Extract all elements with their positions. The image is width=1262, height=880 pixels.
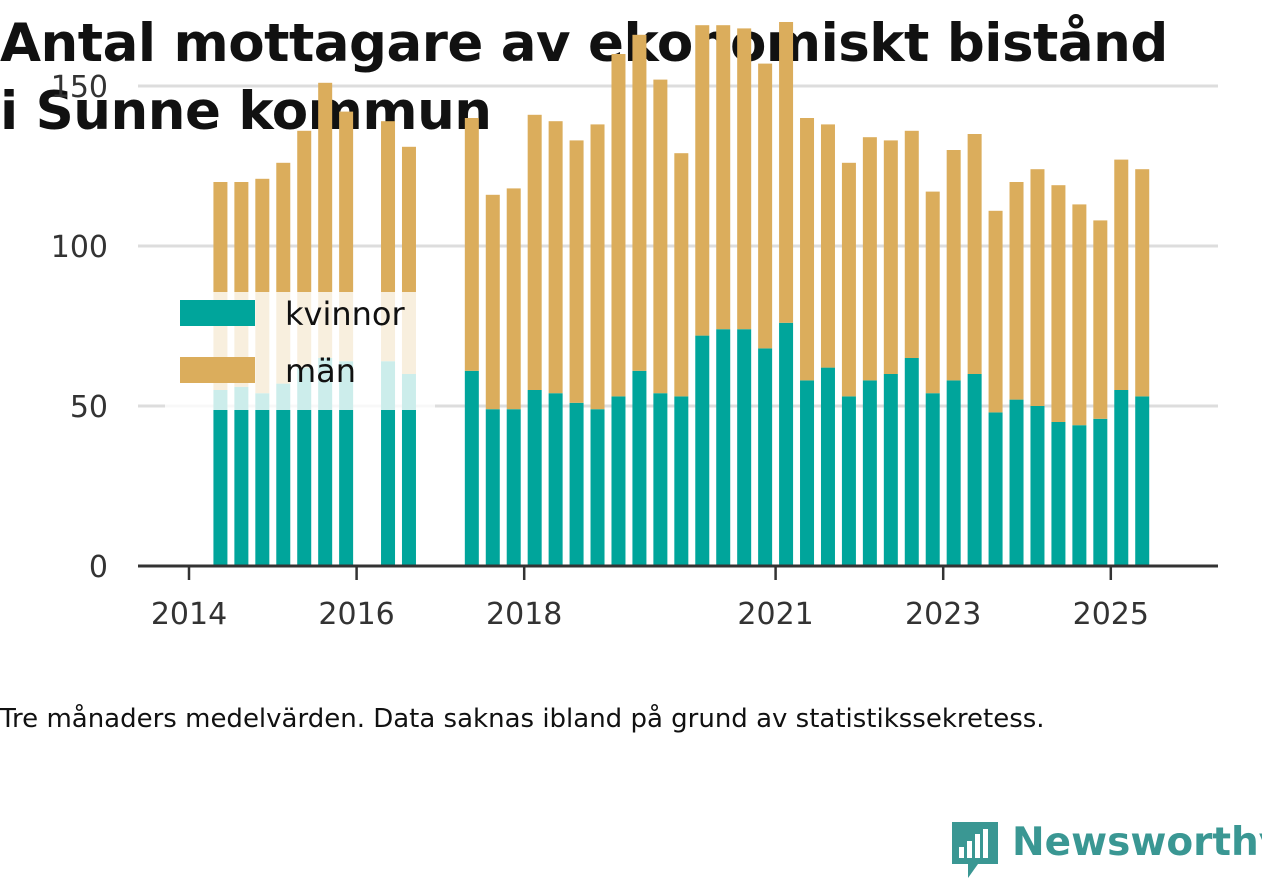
bar-man (527, 114, 542, 391)
bar-man (485, 194, 500, 410)
bar-man (1072, 204, 1087, 426)
bar-kvinnor (276, 383, 291, 566)
bar-kvinnor (401, 374, 416, 566)
bar-kvinnor (883, 374, 898, 566)
bar-man (1009, 182, 1024, 400)
bar-man (779, 22, 794, 323)
bar-kvinnor (779, 322, 794, 566)
bar-kvinnor (946, 380, 961, 566)
bar-kvinnor (1093, 418, 1108, 566)
bar-kvinnor (569, 402, 584, 566)
bar-kvinnor (820, 367, 835, 566)
bar-kvinnor (988, 412, 1003, 566)
bar-kvinnor (527, 390, 542, 566)
chart-title-line-1: Antal mottagare av ekonomiskt bistånd (0, 13, 1168, 74)
bar-kvinnor (967, 374, 982, 566)
axes: 0 50 100 150 2014 2016 2018 2021 2023 2025 (51, 70, 1218, 632)
stacked-bar-chart: kvinnor män 0 50 100 150 2014 2016 2018 2021 2023… (51, 22, 1218, 632)
bar-man (695, 25, 710, 336)
bar-man (946, 150, 961, 381)
y-tick-label: 150 (51, 70, 108, 105)
bar-man (820, 124, 835, 368)
bar-kvinnor (925, 393, 940, 566)
bar-man (318, 82, 333, 359)
bar-man (841, 162, 856, 397)
x-tick-label: 2023 (905, 597, 981, 632)
x-tick-label: 2014 (151, 597, 227, 632)
bar-kvinnor (548, 393, 563, 566)
bar-man (925, 191, 940, 394)
bar-kvinnor (632, 370, 647, 566)
x-tick-label: 2025 (1073, 597, 1149, 632)
bar-man (1093, 220, 1108, 419)
bar-kvinnor (1030, 406, 1045, 566)
bar-kvinnor (234, 386, 249, 566)
bar-kvinnor (800, 380, 815, 566)
bar-kvinnor (485, 409, 500, 566)
x-tick-label: 2021 (737, 597, 813, 632)
chart-title: Antal mottagare av ekonomiskt bistånd i … (0, 10, 1262, 146)
bar-kvinnor (1009, 399, 1024, 566)
bar-kvinnor (653, 393, 668, 566)
bar-kvinnor (1072, 425, 1087, 566)
newsworthy-logo[interactable]: Newsworthy (950, 820, 1262, 880)
brand-name: Newsworthy (1012, 820, 1262, 865)
bar-kvinnor (213, 390, 228, 566)
bar-man (1030, 169, 1045, 406)
chart-title-line-2: i Sunne kommun (0, 81, 492, 142)
y-tick-label: 0 (89, 550, 108, 585)
bar-kvinnor (297, 367, 312, 566)
bar-kvinnor (841, 396, 856, 566)
bar-kvinnor (1114, 390, 1129, 566)
bar-man (1135, 169, 1150, 397)
bar-man (674, 153, 689, 397)
bar-man (611, 54, 626, 397)
bar-kvinnor (862, 380, 877, 566)
bar-man (506, 188, 521, 410)
bar-kvinnor (716, 329, 731, 566)
bar-man (758, 63, 773, 349)
x-tick-label: 2018 (486, 597, 562, 632)
bar-man (988, 210, 1003, 413)
bar-man (737, 28, 752, 330)
bar-kvinnor (674, 396, 689, 566)
bar-kvinnor (695, 335, 710, 566)
bar-man (800, 118, 815, 381)
legend-swatch-man (180, 357, 255, 383)
chart-caption: Tre månaders medelvärden. Data saknas ib… (0, 704, 1045, 734)
bar-kvinnor (737, 329, 752, 566)
bar-man (548, 121, 563, 394)
legend-label-kvinnor: kvinnor (285, 295, 406, 333)
bar-man (653, 79, 668, 394)
y-tick-label: 100 (51, 230, 108, 265)
bar-man (1051, 185, 1066, 422)
bar-man (590, 124, 605, 410)
bar-kvinnor (611, 396, 626, 566)
bar-man (716, 25, 731, 330)
legend-label-man: män (285, 352, 356, 390)
legend: kvinnor män (165, 292, 435, 410)
bar-man (569, 140, 584, 403)
bar-kvinnor (339, 361, 354, 566)
bar-kvinnor (590, 409, 605, 566)
bar-kvinnor (381, 361, 396, 566)
legend-swatch-kvinnor (180, 300, 255, 326)
bar-kvinnor (1135, 396, 1150, 566)
bar-man (632, 34, 647, 371)
bar-man (1114, 159, 1129, 390)
bar-man (862, 137, 877, 381)
bar-kvinnor (464, 370, 479, 566)
y-tick-label: 50 (70, 390, 108, 425)
bar-man (464, 118, 479, 371)
bar-kvinnor (506, 409, 521, 566)
bar-man (904, 130, 919, 358)
bar-kvinnor (904, 358, 919, 566)
bar-kvinnor (1051, 422, 1066, 566)
bar-man (883, 140, 898, 374)
x-tick-label: 2016 (318, 597, 394, 632)
bar-chart-speech-bubble-icon (952, 822, 998, 878)
bar-kvinnor (758, 348, 773, 566)
bar-man (967, 134, 982, 374)
bar-kvinnor (255, 393, 270, 566)
